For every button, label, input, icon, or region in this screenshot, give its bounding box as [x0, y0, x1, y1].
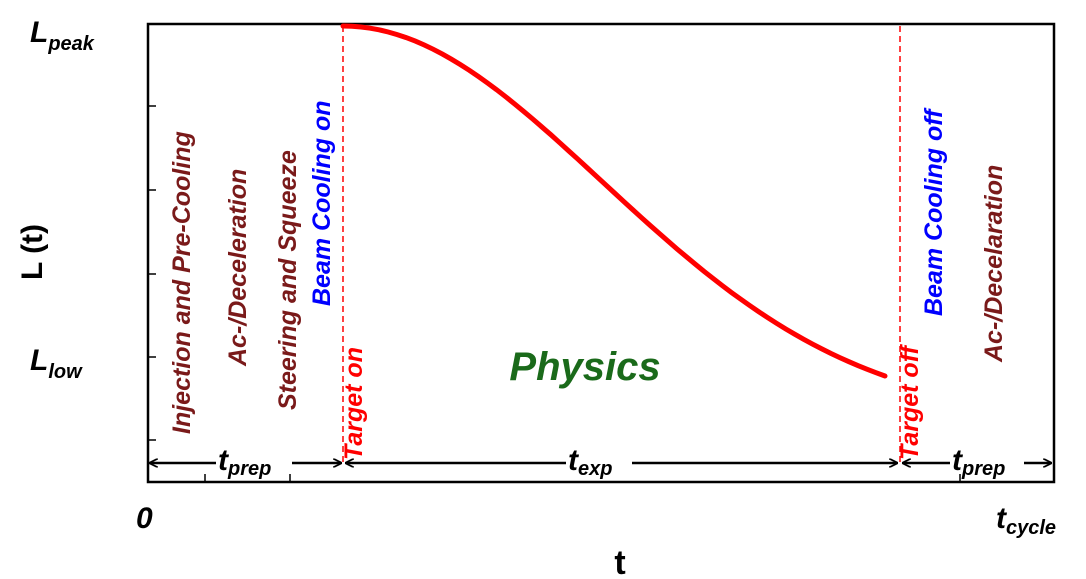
phase-beam-on: Beam Cooling on [308, 100, 336, 306]
x-label-cycle: tcycle [996, 502, 1056, 539]
span-prep-left-main: t [218, 444, 230, 477]
x-label-zero: 0 [136, 502, 153, 535]
phase-target-on: Target on [340, 347, 368, 460]
y-label-low-main: L [30, 344, 48, 377]
span-prep-right: tprep [952, 444, 1005, 480]
phase-physics: Physics [509, 345, 660, 389]
x-ticks [204, 474, 961, 482]
x-axis-title: t [614, 544, 625, 579]
plot-frame [146, 22, 1056, 484]
y-label-low-sub: low [48, 361, 83, 383]
span-exp-sub: exp [578, 458, 612, 480]
y-label-peak: Lpeak [30, 16, 95, 55]
span-prep-left-sub: prep [227, 458, 271, 480]
phase-steering: Steering and Squeeze [274, 150, 302, 410]
span-prep-left: tprep [218, 444, 271, 480]
x-label-cycle-sub: cycle [1006, 517, 1056, 539]
y-label-peak-main: L [30, 16, 48, 49]
y-axis-title: L (t) [16, 224, 49, 280]
y-label-low: Llow [30, 344, 83, 383]
luminosity-curve [340, 23, 888, 379]
phase-injection: Injection and Pre-Cooling [168, 131, 196, 434]
span-prep-right-sub: prep [961, 458, 1005, 480]
phase-target-off: Target off [896, 343, 924, 460]
y-ticks [148, 105, 156, 441]
phase-accel-left: Ac-/Deceleration [224, 169, 252, 367]
phase-accel-right: Ac-/Decelaration [980, 165, 1008, 363]
span-prep-right-main: t [952, 444, 964, 477]
span-exp: texp [568, 444, 612, 480]
phase-beam-off: Beam Cooling off [920, 107, 948, 316]
y-label-peak-sub: peak [47, 33, 94, 55]
x-label-cycle-main: t [996, 502, 1008, 535]
span-exp-main: t [568, 444, 580, 477]
